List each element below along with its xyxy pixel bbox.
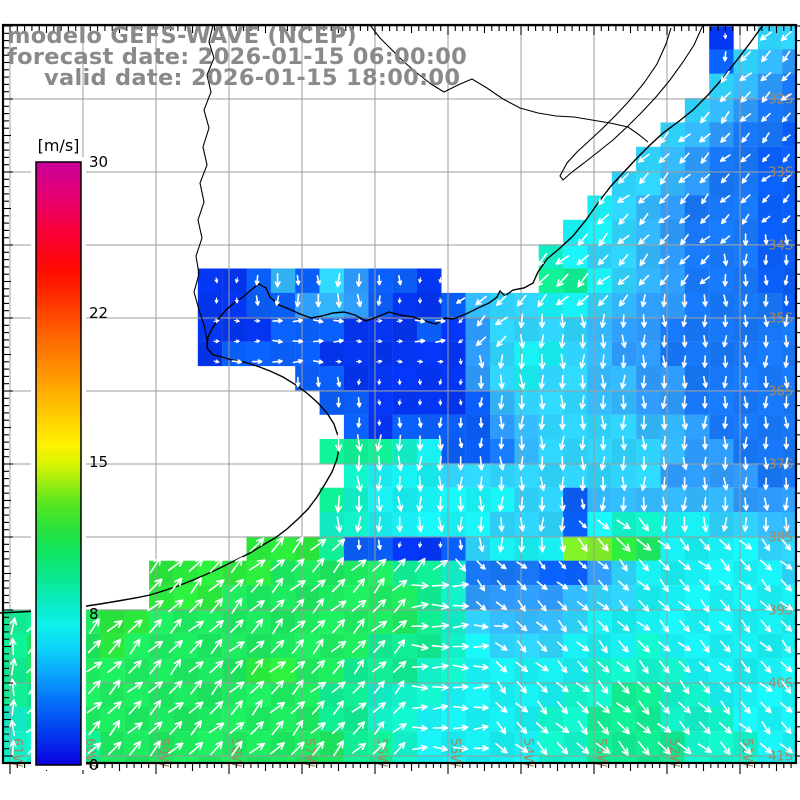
- colorbar-gradient: [35, 161, 82, 766]
- lon-label: 55W: [447, 738, 462, 768]
- colorbar-tick-label: 22: [89, 304, 108, 322]
- wind-speed-cells: [3, 25, 796, 763]
- lon-label: 57W: [301, 738, 316, 768]
- colorbar-tick-label: 30: [89, 153, 108, 171]
- lon-label: 52W: [666, 738, 681, 768]
- lon-label: 56W: [374, 738, 389, 768]
- lat-label: 35S: [768, 312, 793, 327]
- lagoon-merin: [559, 24, 704, 181]
- coast-main: [0, 24, 764, 614]
- river-negro-border: [369, 24, 649, 143]
- forecast-date: forecast date: 2026-01-15 06:00:00: [7, 44, 468, 70]
- map-frame: [1, 23, 798, 765]
- axis-ticks: [4, 25, 800, 774]
- lat-label: 37S: [768, 458, 793, 473]
- lat-label: 38S: [768, 531, 793, 546]
- lon-label: 53W: [593, 738, 608, 768]
- colorbar: [m/s] 30 22 15 8 0: [31, 136, 108, 774]
- colorbar-tick-label: 8: [89, 605, 99, 623]
- valid-date: valid date: 2026-01-15 18:00:00: [44, 65, 461, 91]
- lat-label: 39S: [768, 604, 793, 619]
- lat-label: 36S: [768, 385, 793, 400]
- lat-label: 41S: [768, 750, 793, 765]
- colorbar-tick-label: 0: [89, 756, 99, 774]
- title-block: modelo GEFS-WAVE (NCEP) forecast date: 2…: [7, 23, 468, 91]
- river-uruguay: [193, 24, 215, 348]
- model-title: modelo GEFS-WAVE (NCEP): [7, 23, 357, 49]
- lat-label: 33S: [768, 166, 793, 181]
- coastline: [0, 24, 764, 614]
- colorbar-tick-label: 15: [89, 453, 108, 471]
- lon-label: 59W: [155, 738, 170, 768]
- colorbar-unit-label: [m/s]: [38, 136, 80, 155]
- lat-label: 34S: [768, 239, 793, 254]
